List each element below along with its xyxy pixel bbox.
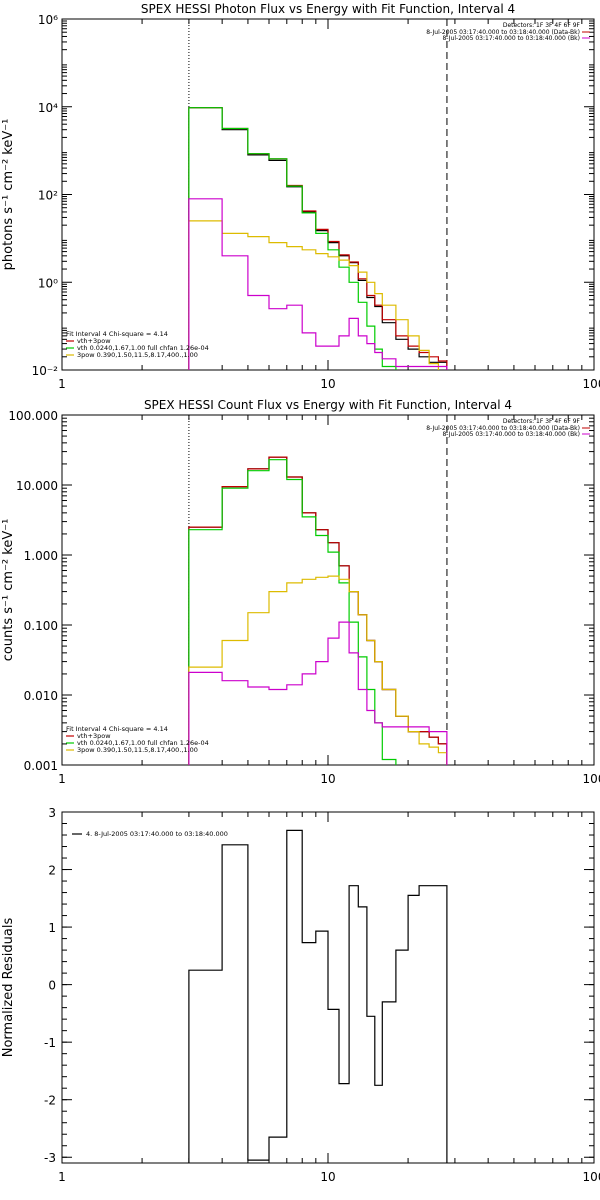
photon-plot-frame — [61, 18, 595, 371]
residual-y-tick-label: -2 — [44, 1094, 56, 1108]
photon-y-tick-label: 10⁶ — [38, 13, 58, 27]
count-x-tick-label: 100 — [583, 772, 600, 786]
photon-legend-entry: vth 0.0240,1.67,1.00 full chfan 1.26e-04 — [77, 344, 209, 352]
photon-y-tick-label: 10⁻² — [32, 364, 59, 378]
count-x-tick-label: 1 — [58, 772, 66, 786]
photon-series-2 — [188, 107, 397, 370]
count-y-tick-label: 0.001 — [24, 759, 58, 773]
count-y-axis-label: counts s⁻¹ cm⁻² keV⁻¹ — [1, 519, 16, 662]
count-x-tick-label: 10 — [320, 772, 335, 786]
count-time-label: 8-Jul-2005 03:17:40.000 to 03:18:40.000 … — [442, 431, 580, 438]
count-y-tick-label: 100.000 — [8, 409, 58, 423]
photon-y-axis-label: photons s⁻¹ cm⁻² keV⁻¹ — [1, 119, 16, 271]
photon-y-tick-label: 10⁴ — [38, 101, 58, 115]
count-time-label: 8-Jul-2005 03:17:40.000 to 03:18:40.000 … — [426, 425, 580, 432]
photon-legend-entry: 3pow 0.390,1.50,11.5,8.17,400.,1.00 — [77, 351, 198, 359]
residual-y-tick-label: 3 — [48, 806, 56, 820]
photon-series-4 — [188, 198, 448, 370]
residual-y-tick-label: -3 — [44, 1151, 56, 1165]
count-legend-entry: 3pow 0.390,1.50,11.5,8.17,400.,1.00 — [77, 746, 198, 754]
photon-detectors-label: Detectors: 1F 3F 4F 6F 9F — [503, 22, 581, 29]
photon-chart: SPEX HESSI Photon Flux vs Energy with Fi… — [1, 2, 600, 391]
photon-series-3 — [188, 220, 439, 370]
photon-y-tick-label: 10⁰ — [38, 276, 58, 290]
photon-y-tick-label: 10² — [38, 189, 58, 203]
count-plot-frame — [61, 414, 595, 766]
photon-x-tick-label: 1 — [58, 377, 66, 391]
residual-x-tick-label: 10 — [320, 1170, 335, 1184]
count-detectors-label: Detectors: 1F 3F 4F 6F 9F — [503, 418, 581, 425]
residual-x-tick-label: 1 — [58, 1170, 66, 1184]
count-legend-entry: vth+3pow — [77, 732, 111, 740]
residual-y-tick-label: 2 — [48, 864, 56, 878]
photon-legend: Fit Interval 4 Chi-square = 4.14vth+3pow… — [66, 330, 209, 359]
residual-y-tick-label: -1 — [44, 1036, 56, 1050]
photon-title: SPEX HESSI Photon Flux vs Energy with Fi… — [141, 2, 515, 16]
residual-chart: Normalized Residuals 1 10 100 -3 -2 -1 0 1 2 3 4. 8… — [1, 806, 600, 1184]
count-series-3 — [188, 575, 448, 765]
residual-x-tick-label: 100 — [583, 1170, 600, 1184]
residual-y-axis-label: Normalized Residuals — [1, 918, 16, 1058]
count-legend: Fit Interval 4 Chi-square = 4.14vth+3pow… — [66, 725, 209, 754]
count-title: SPEX HESSI Count Flux vs Energy with Fit… — [144, 398, 512, 412]
count-legend-entry: vth 0.0240,1.67,1.00 full chfan 1.26e-04 — [77, 739, 209, 747]
photon-legend-header: Fit Interval 4 Chi-square = 4.14 — [66, 330, 168, 338]
count-y-tick-label: 0.100 — [24, 619, 58, 633]
residual-legend: 4. 8-Jul-2005 03:17:40.000 to 03:18:40.0… — [72, 830, 228, 838]
photon-x-tick-label: 10 — [320, 377, 335, 391]
count-legend-header: Fit Interval 4 Chi-square = 4.14 — [66, 725, 168, 733]
count-y-tick-label: 0.010 — [24, 689, 58, 703]
count-y-tick-label: 1.000 — [24, 549, 58, 563]
residual-y-tick-label: 0 — [48, 979, 56, 993]
count-series-4 — [188, 621, 448, 765]
residual-legend-entry: 4. 8-Jul-2005 03:17:40.000 to 03:18:40.0… — [86, 830, 228, 838]
count-chart: SPEX HESSI Count Flux vs Energy with Fit… — [1, 398, 600, 786]
residual-series-0 — [188, 829, 448, 1163]
count-series-2 — [188, 459, 397, 765]
photon-time-label: 8-Jul-2005 03:17:40.000 to 03:18:40.000 … — [442, 35, 580, 42]
photon-legend-entry: vth+3pow — [77, 337, 111, 345]
residual-y-tick-label: 1 — [48, 921, 56, 935]
photon-x-tick-label: 100 — [583, 377, 600, 391]
count-y-tick-label: 10.000 — [16, 479, 58, 493]
photon-time-label: 8-Jul-2005 03:17:40.000 to 03:18:40.000 … — [426, 29, 580, 36]
